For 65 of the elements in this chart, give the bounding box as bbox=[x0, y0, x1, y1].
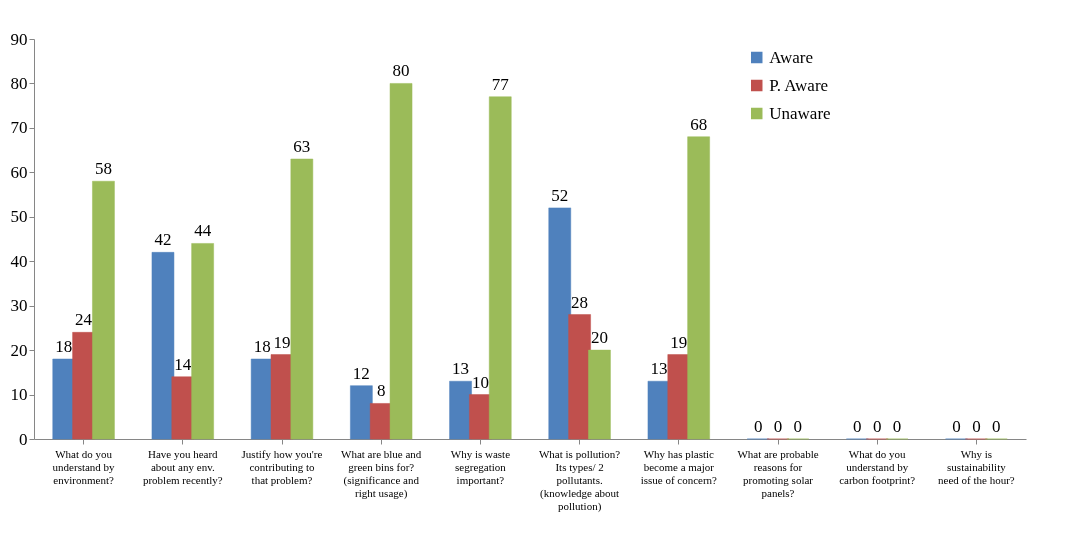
data-label: 0 bbox=[793, 417, 803, 436]
x-tick-label: Have you heard about any env. problem recently? bbox=[142, 447, 223, 486]
x-tick-label: What are probable reasons for promoting solar panels? bbox=[737, 447, 819, 499]
y-tick-label: 60 bbox=[10, 162, 28, 182]
data-label: 19 bbox=[670, 332, 688, 352]
bar bbox=[389, 83, 413, 440]
bar bbox=[191, 243, 214, 440]
y-tick-label: 70 bbox=[10, 118, 28, 138]
x-tick-label: Why is sustainability need of the hour? bbox=[938, 447, 1015, 486]
y-tick-label: 0 bbox=[19, 429, 28, 449]
data-label: 77 bbox=[491, 74, 510, 94]
x-tick-label: Why has plastic become a major issue of concern? bbox=[640, 447, 718, 486]
data-label: 80 bbox=[392, 61, 410, 81]
data-label: 19 bbox=[273, 332, 291, 352]
data-label: 42 bbox=[154, 230, 172, 250]
bar bbox=[588, 349, 611, 440]
data-label: 68 bbox=[690, 114, 708, 134]
x-tick-label: What is pollution? Its types/ 2 pollutants. (knowledge about pollution) bbox=[538, 447, 621, 513]
bar bbox=[488, 96, 512, 440]
y-tick-label: 90 bbox=[10, 29, 28, 49]
data-label: 52 bbox=[551, 185, 569, 205]
bar bbox=[350, 385, 373, 440]
bar bbox=[568, 314, 591, 440]
x-tick-label: What do you understand by carbon footprint? bbox=[839, 447, 916, 486]
legend-label: Aware bbox=[769, 47, 813, 67]
bar bbox=[92, 180, 115, 440]
data-label: 10 bbox=[471, 372, 489, 392]
data-label: 24 bbox=[75, 310, 93, 330]
data-label: 20 bbox=[590, 328, 608, 348]
data-label: 28 bbox=[571, 292, 589, 312]
data-label: 0 bbox=[853, 417, 862, 436]
x-tick-label: Justify how you're contributing to that problem? bbox=[241, 447, 323, 486]
bar bbox=[469, 394, 492, 440]
x-tick-label: What do you understand by environment? bbox=[52, 447, 116, 486]
bar bbox=[151, 252, 175, 440]
data-label: 13 bbox=[650, 359, 668, 379]
data-label: 0 bbox=[753, 417, 763, 436]
data-label: 58 bbox=[94, 159, 112, 179]
bar bbox=[687, 136, 710, 440]
y-tick-label: 50 bbox=[10, 207, 28, 227]
x-tick-label: Why is waste segregation important? bbox=[450, 447, 511, 486]
data-label: 18 bbox=[253, 337, 271, 356]
legend-label: Unaware bbox=[769, 103, 831, 123]
data-label: 0 bbox=[773, 417, 783, 436]
bar bbox=[290, 158, 314, 440]
data-label: 44 bbox=[194, 221, 212, 241]
y-tick-label: 80 bbox=[10, 73, 28, 93]
data-label: 8 bbox=[376, 381, 386, 401]
data-label: 12 bbox=[352, 363, 370, 383]
data-label: 63 bbox=[293, 137, 311, 156]
x-tick-label: What are blue and green bins for? (significance and right usage) bbox=[341, 447, 422, 500]
y-tick-label: 40 bbox=[10, 251, 28, 271]
legend-label: P. Aware bbox=[769, 75, 829, 95]
data-label: 14 bbox=[174, 354, 192, 374]
data-label: 0 bbox=[872, 417, 882, 436]
data-label: 0 bbox=[892, 417, 902, 436]
data-label: 18 bbox=[55, 337, 73, 356]
data-label: 0 bbox=[952, 417, 961, 436]
data-label: 13 bbox=[452, 359, 470, 379]
y-tick-label: 10 bbox=[10, 385, 28, 405]
bar bbox=[548, 207, 572, 440]
data-label: 0 bbox=[991, 417, 1001, 436]
y-tick-label: 30 bbox=[10, 296, 28, 316]
y-tick-label: 20 bbox=[10, 340, 28, 360]
data-label: 0 bbox=[972, 417, 981, 436]
